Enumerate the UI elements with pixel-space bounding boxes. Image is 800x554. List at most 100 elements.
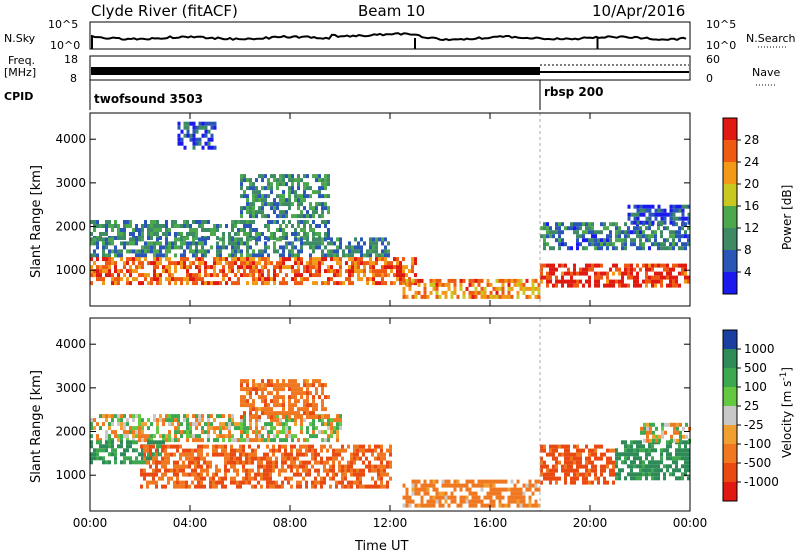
heatmap-cell — [303, 391, 306, 396]
heatmap-cell — [141, 249, 144, 254]
heatmap-cell — [603, 271, 606, 276]
heatmap-cell — [309, 269, 312, 274]
heatmap-cell — [351, 257, 354, 262]
heatmap-cell — [164, 456, 167, 461]
heatmap-cell — [231, 414, 234, 419]
heatmap-cell — [234, 253, 237, 258]
heatmap-cell — [306, 269, 309, 274]
heatmap-cell — [213, 438, 216, 443]
heatmap-cell — [474, 491, 478, 496]
heatmap-cell — [297, 182, 300, 187]
heatmap-cell — [630, 267, 633, 272]
heatmap-cell — [93, 269, 96, 274]
heatmap-cell — [240, 182, 243, 187]
heatmap-cell — [321, 422, 324, 427]
heatmap-cell — [108, 452, 111, 457]
heatmap-cell — [264, 395, 267, 400]
heatmap-cell — [269, 448, 272, 453]
heatmap-cell — [173, 484, 176, 489]
heatmap-cell — [654, 279, 657, 284]
heatmap-cell — [492, 294, 496, 299]
heatmap-cell — [126, 269, 129, 274]
heatmap-cell — [303, 383, 306, 388]
heatmap-cell — [108, 440, 111, 445]
heatmap-cell — [588, 222, 591, 227]
heatmap-cell — [657, 464, 660, 469]
heatmap-cell — [309, 415, 312, 420]
heatmap-cell — [215, 444, 218, 449]
heatmap-cell — [573, 222, 576, 227]
heatmap-cell — [251, 448, 254, 453]
heatmap-cell — [399, 261, 402, 266]
heatmap-cell — [191, 456, 194, 461]
heatmap-cell — [447, 503, 451, 508]
heatmap-cell — [126, 440, 129, 445]
heatmap-cell — [132, 228, 135, 232]
heatmap-cell — [357, 277, 360, 282]
heatmap-cell — [114, 277, 117, 282]
heatmap-cell — [549, 279, 552, 284]
heatmap-cell — [636, 448, 639, 453]
heatmap-cell — [339, 414, 342, 419]
heatmap-cell — [666, 267, 669, 272]
heatmap-cell — [582, 222, 585, 227]
heatmap-cell — [646, 426, 649, 431]
heatmap-cell — [135, 269, 138, 274]
heatmap-cell — [155, 468, 158, 473]
heatmap-cell — [146, 480, 149, 485]
heatmap-cell — [242, 448, 245, 453]
heatmap-cell — [141, 422, 144, 427]
heatmap-cell — [162, 253, 165, 258]
heatmap-cell — [255, 430, 258, 435]
heatmap-cell — [275, 480, 278, 485]
freq-trace-block — [91, 67, 540, 75]
heatmap-cell — [618, 456, 621, 461]
heatmap-cell — [222, 237, 225, 242]
heatmap-cell — [195, 125, 199, 130]
heatmap-cell — [264, 236, 267, 240]
heatmap-cell — [432, 503, 436, 508]
heatmap-cell — [371, 448, 374, 453]
heatmap-cell — [306, 237, 309, 242]
heatmap-cell — [402, 278, 406, 283]
heatmap-cell — [585, 456, 588, 461]
heatmap-cell — [159, 245, 162, 250]
heatmap-cell — [269, 476, 272, 481]
heatmap-cell — [126, 261, 129, 266]
heatmap-cell — [567, 464, 570, 469]
heatmap-cell — [552, 263, 555, 268]
heatmap-cell — [435, 495, 439, 500]
heatmap-cell — [255, 426, 258, 431]
heatmap-cell — [200, 456, 203, 461]
heatmap-cell — [323, 444, 326, 449]
heatmap-cell — [380, 444, 383, 449]
heatmap-cell — [273, 241, 276, 246]
heatmap-cell — [365, 448, 368, 453]
heatmap-cell — [567, 456, 570, 461]
heatmap-cell — [330, 422, 333, 427]
heatmap-cell — [261, 257, 264, 262]
heatmap-cell — [150, 440, 153, 445]
heatmap-cell — [90, 257, 93, 262]
heatmap-cell — [408, 495, 412, 500]
heatmap-cell — [108, 438, 111, 443]
heatmap-cell — [252, 415, 255, 420]
heatmap-cell — [639, 440, 642, 445]
heatmap-cell — [198, 438, 201, 443]
heatmap-cell — [666, 283, 669, 288]
heatmap-cell — [309, 202, 312, 207]
heatmap-cell — [654, 238, 657, 243]
heatmap-cell — [129, 460, 132, 465]
heatmap-cell — [141, 261, 144, 266]
heatmap-cell — [633, 230, 636, 235]
heatmap-cell — [633, 226, 636, 231]
heatmap-cell — [531, 483, 535, 488]
heatmap-cell — [324, 186, 327, 191]
heatmap-cell — [669, 220, 673, 225]
heatmap-cell — [429, 290, 433, 295]
heatmap-cell — [201, 121, 205, 126]
heatmap-cell — [359, 472, 362, 477]
heatmap-cell — [177, 232, 180, 236]
heatmap-cell — [123, 273, 126, 278]
